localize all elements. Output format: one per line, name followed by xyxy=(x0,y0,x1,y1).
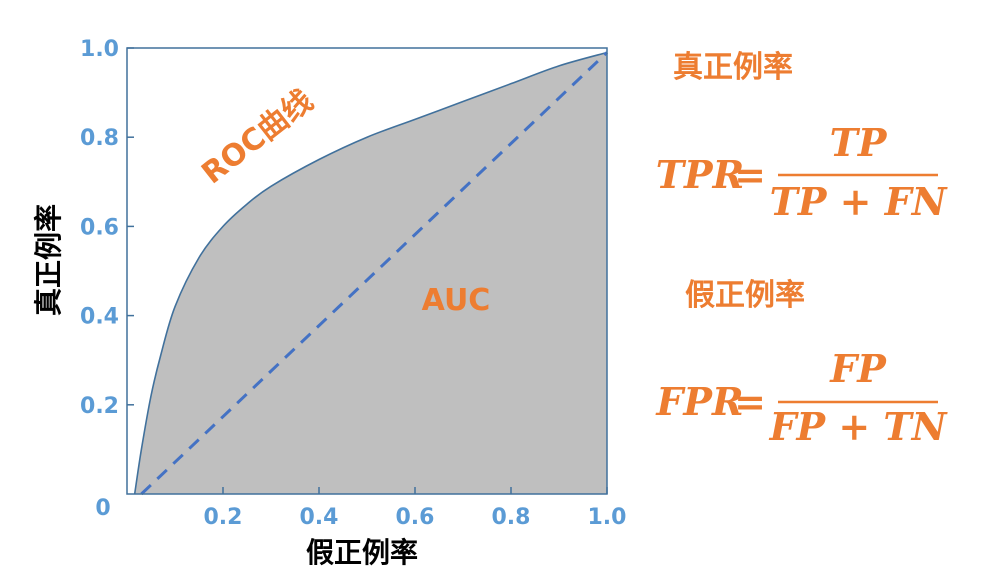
tpr-numerator: TP xyxy=(830,120,888,165)
y-tick-label: 0.2 xyxy=(80,394,119,419)
tpr-denominator: TP + FN xyxy=(770,179,948,224)
y-tick-label: 0.6 xyxy=(80,215,119,240)
tpr-lhs: TPR xyxy=(656,152,744,197)
fpr-equals: = xyxy=(734,379,766,424)
y-tick-label: 0.8 xyxy=(80,126,119,151)
auc-label: AUC xyxy=(422,283,491,318)
fpr-title: 假正例率 xyxy=(685,278,805,313)
plot-area xyxy=(127,48,607,494)
y-axis-ticks: 0.2 0.4 0.6 0.8 1.0 xyxy=(80,37,134,419)
tpr-formula-block: 真正例率 TPR = TP TP + FN xyxy=(656,50,948,224)
y-axis-title: 真正例率 xyxy=(32,204,65,316)
fpr-numerator: FP xyxy=(829,346,887,391)
fpr-formula-block: 假正例率 FPR = FP FP + TN xyxy=(655,278,947,449)
fpr-denominator: FP + TN xyxy=(769,404,948,449)
x-tick-label: 0.8 xyxy=(492,505,531,530)
tpr-title: 真正例率 xyxy=(673,50,793,85)
origin-tick-label: 0 xyxy=(95,496,110,521)
x-axis-title: 假正例率 xyxy=(306,536,418,569)
x-tick-label: 0.4 xyxy=(300,505,339,530)
fpr-lhs: FPR xyxy=(655,379,743,424)
x-tick-label: 0.2 xyxy=(204,505,243,530)
auc-area xyxy=(135,52,607,494)
x-tick-label: 1.0 xyxy=(588,505,627,530)
tpr-equals: = xyxy=(734,152,766,197)
x-tick-label: 0.6 xyxy=(396,505,435,530)
y-tick-label: 1.0 xyxy=(80,37,119,62)
y-tick-label: 0.4 xyxy=(80,305,119,330)
